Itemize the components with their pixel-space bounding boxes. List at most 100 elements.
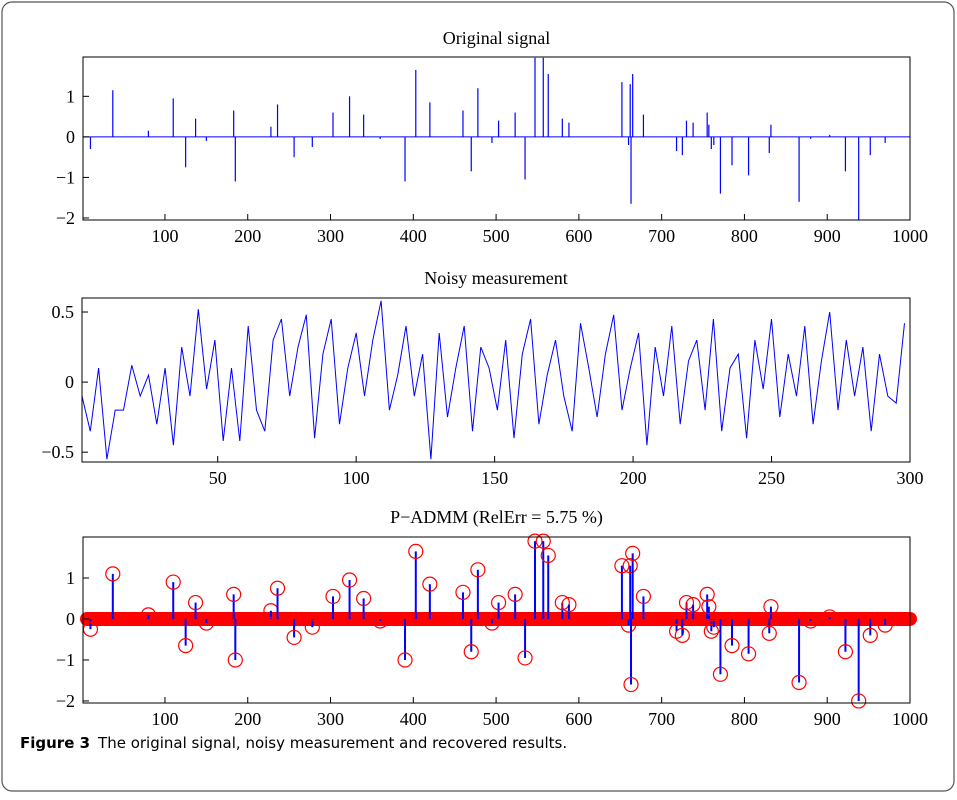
marker bbox=[712, 666, 729, 682]
marker bbox=[703, 623, 719, 639]
x-tick-label: 400 bbox=[400, 709, 427, 729]
x-tick-label: 250 bbox=[758, 468, 785, 488]
marker bbox=[561, 597, 577, 613]
x-tick-label: 500 bbox=[483, 709, 510, 729]
x-tick-label: 800 bbox=[731, 709, 758, 729]
chart-title: Original signal bbox=[443, 28, 550, 48]
x-tick-label: 100 bbox=[343, 468, 370, 488]
marker bbox=[625, 545, 641, 561]
x-tick-label: 900 bbox=[814, 226, 841, 246]
x-tick-label: 700 bbox=[648, 226, 675, 246]
marker bbox=[105, 566, 121, 582]
x-tick-label: 500 bbox=[483, 226, 510, 246]
marker bbox=[678, 594, 695, 611]
x-tick-label: 200 bbox=[234, 709, 261, 729]
marker bbox=[356, 590, 372, 607]
marker bbox=[535, 533, 551, 549]
marker bbox=[622, 558, 638, 574]
chart-title: Noisy measurement bbox=[424, 268, 567, 288]
y-tick-label: 0 bbox=[66, 609, 75, 629]
marker bbox=[674, 627, 690, 643]
x-tick-label: 900 bbox=[814, 709, 841, 729]
axes-box bbox=[81, 297, 911, 463]
x-tick-label: 100 bbox=[151, 709, 178, 729]
marker bbox=[761, 625, 777, 641]
x-tick-label: 150 bbox=[481, 468, 508, 488]
marker bbox=[837, 644, 854, 660]
marker bbox=[740, 646, 757, 662]
y-tick-label: −2 bbox=[56, 691, 75, 711]
marker bbox=[422, 576, 438, 592]
x-tick-label: 700 bbox=[648, 709, 675, 729]
y-tick-label: −1 bbox=[56, 650, 75, 670]
x-tick-label: 600 bbox=[565, 226, 592, 246]
marker bbox=[372, 613, 388, 629]
marker bbox=[862, 627, 878, 643]
marker bbox=[699, 586, 715, 602]
caption-text: The original signal, noisy measurement a… bbox=[97, 734, 567, 752]
caption: Figure 3 The original signal, noisy measu… bbox=[20, 734, 567, 752]
marker bbox=[635, 588, 652, 605]
marker bbox=[484, 615, 500, 631]
x-tick-label: 600 bbox=[565, 709, 592, 729]
marker bbox=[763, 599, 779, 615]
marker bbox=[269, 580, 286, 596]
marker bbox=[178, 638, 194, 654]
y-tick-label: −1 bbox=[56, 167, 75, 187]
x-tick-label: 200 bbox=[234, 226, 261, 246]
x-tick-label: 300 bbox=[317, 709, 344, 729]
chart-title: P−ADMM (RelErr = 5.75 %) bbox=[390, 507, 603, 528]
marker bbox=[227, 652, 243, 668]
marker bbox=[540, 547, 556, 564]
marker bbox=[791, 674, 807, 691]
marker bbox=[614, 558, 630, 574]
marker bbox=[685, 597, 701, 613]
marker bbox=[803, 613, 819, 629]
y-tick-label: 1 bbox=[66, 568, 75, 588]
marker bbox=[187, 594, 204, 611]
y-tick-label: 0 bbox=[66, 127, 75, 147]
marker bbox=[822, 609, 838, 625]
marker bbox=[623, 676, 639, 693]
x-tick-label: 300 bbox=[897, 468, 924, 488]
marker bbox=[198, 615, 214, 631]
x-tick-label: 1000 bbox=[892, 709, 928, 729]
marker bbox=[490, 594, 507, 611]
x-tick-label: 1000 bbox=[892, 226, 928, 246]
marker bbox=[620, 617, 637, 633]
marker bbox=[517, 650, 533, 666]
marker bbox=[463, 644, 479, 660]
caption-label: Figure 3 bbox=[20, 734, 90, 752]
marker bbox=[455, 584, 471, 600]
marker bbox=[226, 586, 242, 602]
axes-box bbox=[82, 56, 911, 221]
marker bbox=[140, 607, 156, 623]
marker bbox=[527, 533, 543, 549]
marker bbox=[877, 617, 893, 633]
y-tick-label: 1 bbox=[66, 86, 75, 106]
y-tick-label: 0 bbox=[65, 372, 74, 392]
marker bbox=[286, 629, 302, 646]
y-tick-label: −0.5 bbox=[41, 442, 74, 462]
y-tick-label: 0.5 bbox=[52, 302, 75, 322]
marker bbox=[408, 543, 424, 559]
x-tick-label: 50 bbox=[209, 468, 227, 488]
marker bbox=[724, 638, 740, 654]
marker bbox=[341, 572, 358, 588]
marker bbox=[701, 599, 717, 615]
marker bbox=[397, 652, 413, 668]
marker bbox=[554, 594, 570, 611]
signal-line bbox=[81, 300, 905, 460]
marker bbox=[507, 586, 523, 602]
marker bbox=[470, 562, 486, 578]
marker bbox=[325, 588, 341, 605]
x-tick-label: 800 bbox=[731, 226, 758, 246]
marker bbox=[851, 693, 867, 709]
x-tick-label: 300 bbox=[317, 226, 344, 246]
x-tick-label: 200 bbox=[620, 468, 647, 488]
x-tick-label: 400 bbox=[400, 226, 427, 246]
marker bbox=[165, 574, 181, 590]
